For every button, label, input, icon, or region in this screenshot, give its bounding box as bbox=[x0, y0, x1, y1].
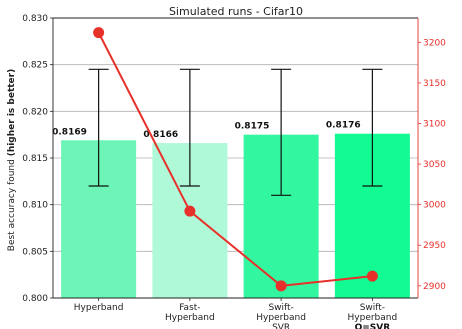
secondary-point bbox=[275, 280, 287, 292]
y-tick-label: 0.825 bbox=[22, 61, 48, 71]
x-tick-label: Hyperband bbox=[165, 313, 215, 323]
x-tick-label: SVR bbox=[272, 323, 290, 329]
y-tick-label: 0.805 bbox=[22, 247, 48, 257]
y2-tick-label: 2950 bbox=[423, 241, 446, 251]
y2-tick-label: 3200 bbox=[423, 38, 446, 48]
bars: 0.8169 0.8166 0.8175 0.8176 bbox=[52, 121, 410, 298]
y2-tick-label: 3000 bbox=[423, 201, 446, 211]
y2-tick-label: 3100 bbox=[423, 120, 446, 130]
y-axis-label: Best accuracy found (higher is better) bbox=[7, 69, 17, 251]
secondary-point bbox=[366, 270, 378, 282]
x-tick-label: Fast- bbox=[179, 303, 200, 313]
x-tick-label-bold: Q=SVR bbox=[355, 323, 391, 329]
y-axis-label-emphasis: (higher is better) bbox=[7, 69, 17, 157]
chart-title: Simulated runs - Cifar10 bbox=[169, 5, 303, 18]
x-tick-label: Hyperband bbox=[348, 313, 398, 323]
bar-value-label: 0.8175 bbox=[235, 122, 270, 132]
bar-value-label: 0.8166 bbox=[143, 130, 178, 140]
secondary-series-line bbox=[97, 32, 373, 287]
x-tick-label: Swift- bbox=[360, 303, 385, 313]
y2-tick-label: 3150 bbox=[423, 79, 446, 89]
bar-value-label: 0.8176 bbox=[326, 121, 361, 131]
x-tick-label: Hyperband bbox=[74, 303, 124, 313]
error-bars bbox=[88, 68, 383, 196]
y-tick-label: 0.820 bbox=[22, 107, 48, 117]
x-tick-label: Hyperband bbox=[256, 313, 306, 323]
x-tick-label: Swift- bbox=[268, 303, 293, 313]
y-tick-label: 0.810 bbox=[22, 201, 48, 211]
y-tick-label: 0.800 bbox=[22, 294, 48, 304]
y2-tick-label: 2900 bbox=[423, 282, 446, 292]
secondary-point bbox=[93, 27, 105, 39]
y-tick-label: 0.815 bbox=[22, 154, 48, 164]
y2-tick-label: 3050 bbox=[423, 160, 446, 170]
y-axis-label-text: Best accuracy found bbox=[7, 159, 17, 251]
secondary-point bbox=[184, 205, 196, 217]
svg-text:Best accuracy found: Best accuracy found (higher is better) bbox=[7, 69, 17, 251]
secondary-line bbox=[93, 27, 378, 292]
bar-value-label: 0.8169 bbox=[52, 127, 87, 137]
axes: 0.800 0.805 0.810 0.815 0.820 0.825 0.830 Hyper… bbox=[22, 14, 446, 329]
y-tick-label: 0.830 bbox=[22, 14, 48, 24]
